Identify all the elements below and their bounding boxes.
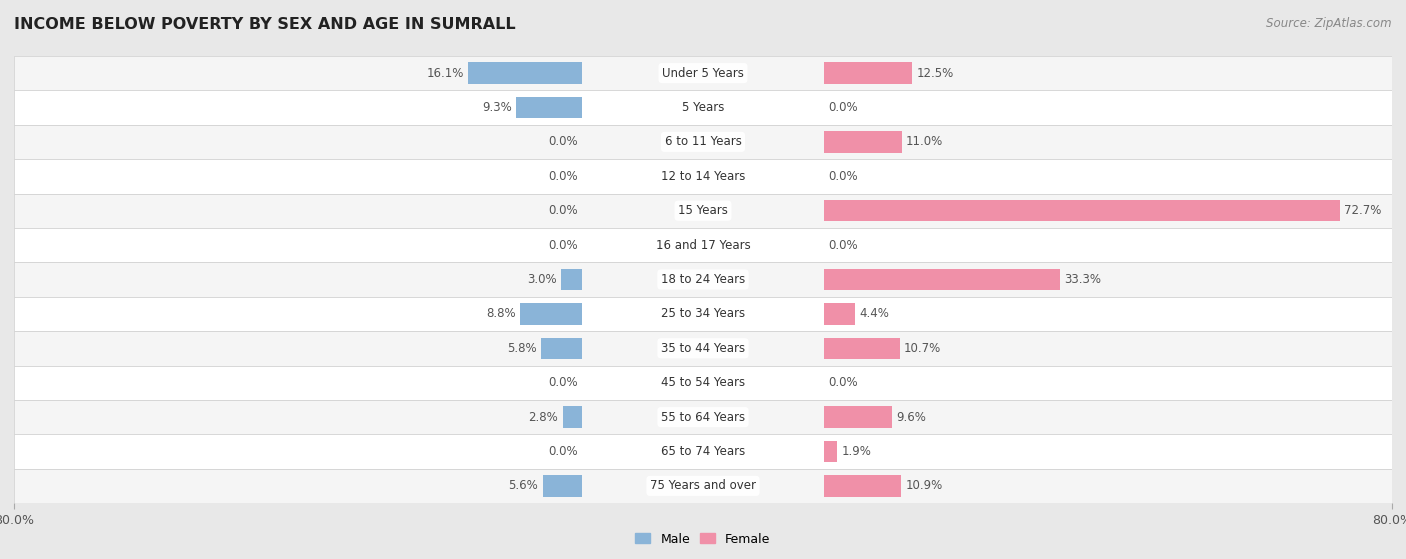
Text: 11.0%: 11.0% <box>905 135 943 148</box>
Text: 5.8%: 5.8% <box>508 342 537 355</box>
Bar <box>468 63 582 84</box>
Text: 45 to 54 Years: 45 to 54 Years <box>661 376 745 389</box>
FancyBboxPatch shape <box>14 297 1392 331</box>
Text: 9.6%: 9.6% <box>896 411 927 424</box>
Text: 0.0%: 0.0% <box>548 445 578 458</box>
FancyBboxPatch shape <box>14 400 1392 434</box>
Text: 0.0%: 0.0% <box>548 170 578 183</box>
Text: 0.0%: 0.0% <box>548 204 578 217</box>
Text: 8.8%: 8.8% <box>486 307 516 320</box>
Text: 35 to 44 Years: 35 to 44 Years <box>661 342 745 355</box>
Text: 75 Years and over: 75 Years and over <box>650 480 756 492</box>
Bar <box>824 131 901 153</box>
Text: 18 to 24 Years: 18 to 24 Years <box>661 273 745 286</box>
FancyBboxPatch shape <box>14 125 1392 159</box>
Text: 3.0%: 3.0% <box>527 273 557 286</box>
Text: INCOME BELOW POVERTY BY SEX AND AGE IN SUMRALL: INCOME BELOW POVERTY BY SEX AND AGE IN S… <box>14 17 516 32</box>
Text: 1.9%: 1.9% <box>841 445 872 458</box>
Text: 0.0%: 0.0% <box>548 376 578 389</box>
FancyBboxPatch shape <box>14 262 1392 297</box>
Text: 33.3%: 33.3% <box>1064 273 1101 286</box>
Bar <box>562 406 582 428</box>
Text: 0.0%: 0.0% <box>828 376 858 389</box>
Bar <box>824 303 855 325</box>
FancyBboxPatch shape <box>14 228 1392 262</box>
Text: 0.0%: 0.0% <box>828 170 858 183</box>
Text: Source: ZipAtlas.com: Source: ZipAtlas.com <box>1267 17 1392 30</box>
FancyBboxPatch shape <box>14 331 1392 366</box>
Bar <box>561 269 582 290</box>
Bar <box>541 338 582 359</box>
Text: 10.7%: 10.7% <box>904 342 941 355</box>
Bar <box>516 97 582 118</box>
Bar <box>824 441 837 462</box>
Text: 15 Years: 15 Years <box>678 204 728 217</box>
Text: 2.8%: 2.8% <box>529 411 558 424</box>
Bar <box>543 475 582 496</box>
FancyBboxPatch shape <box>14 468 1392 503</box>
Text: 16 and 17 Years: 16 and 17 Years <box>655 239 751 252</box>
Text: Under 5 Years: Under 5 Years <box>662 67 744 79</box>
Bar <box>520 303 582 325</box>
Text: 6 to 11 Years: 6 to 11 Years <box>665 135 741 148</box>
Text: 4.4%: 4.4% <box>859 307 889 320</box>
FancyBboxPatch shape <box>14 193 1392 228</box>
Text: 5.6%: 5.6% <box>509 480 538 492</box>
Bar <box>824 406 891 428</box>
Text: 9.3%: 9.3% <box>482 101 512 114</box>
Text: 0.0%: 0.0% <box>828 101 858 114</box>
FancyBboxPatch shape <box>14 434 1392 468</box>
Text: 65 to 74 Years: 65 to 74 Years <box>661 445 745 458</box>
Text: 5 Years: 5 Years <box>682 101 724 114</box>
FancyBboxPatch shape <box>14 366 1392 400</box>
Text: 0.0%: 0.0% <box>828 239 858 252</box>
Legend: Male, Female: Male, Female <box>630 528 776 551</box>
Text: 12.5%: 12.5% <box>917 67 953 79</box>
Text: 10.9%: 10.9% <box>905 480 942 492</box>
Text: 0.0%: 0.0% <box>548 135 578 148</box>
Bar <box>824 338 900 359</box>
Text: 55 to 64 Years: 55 to 64 Years <box>661 411 745 424</box>
FancyBboxPatch shape <box>14 91 1392 125</box>
Text: 12 to 14 Years: 12 to 14 Years <box>661 170 745 183</box>
FancyBboxPatch shape <box>14 159 1392 193</box>
FancyBboxPatch shape <box>14 56 1392 91</box>
Text: 25 to 34 Years: 25 to 34 Years <box>661 307 745 320</box>
Bar <box>824 63 912 84</box>
Text: 16.1%: 16.1% <box>426 67 464 79</box>
Bar <box>824 475 901 496</box>
Bar <box>824 200 1340 221</box>
Text: 72.7%: 72.7% <box>1344 204 1382 217</box>
Bar <box>824 269 1060 290</box>
Text: 0.0%: 0.0% <box>548 239 578 252</box>
